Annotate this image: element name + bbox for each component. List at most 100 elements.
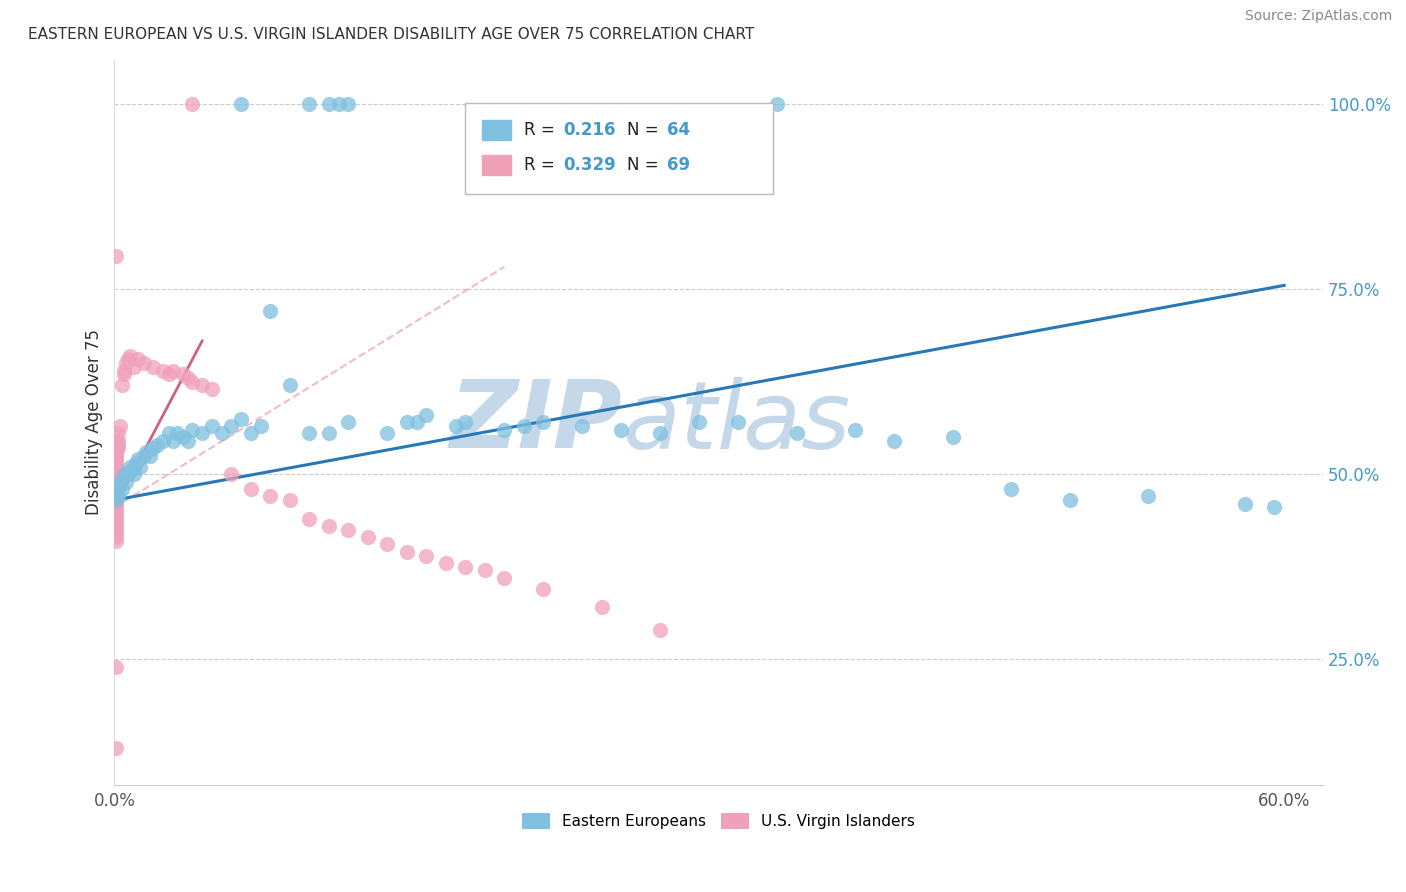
Point <box>415 549 437 563</box>
Point <box>249 419 271 434</box>
Point <box>105 467 128 482</box>
Point <box>111 378 134 392</box>
FancyBboxPatch shape <box>482 120 510 140</box>
Point <box>105 471 128 485</box>
Point <box>122 359 145 374</box>
Point <box>105 511 128 525</box>
Text: 64: 64 <box>666 121 690 139</box>
Point <box>157 368 180 382</box>
Point <box>454 559 477 574</box>
Point <box>531 582 554 596</box>
Text: ZIP: ZIP <box>449 376 621 468</box>
Point <box>105 449 128 463</box>
Point <box>142 442 165 456</box>
Text: Source: ZipAtlas.com: Source: ZipAtlas.com <box>1244 9 1392 23</box>
Point <box>318 426 340 441</box>
Point <box>444 419 467 434</box>
Point <box>152 434 174 448</box>
Legend: Eastern Europeans, U.S. Virgin Islanders: Eastern Europeans, U.S. Virgin Islanders <box>516 807 921 836</box>
Point <box>201 382 224 396</box>
Point <box>138 449 160 463</box>
Point <box>181 423 204 437</box>
Point <box>115 475 138 489</box>
Point <box>112 467 135 482</box>
Point <box>117 467 139 482</box>
Point <box>259 304 281 318</box>
Point <box>328 97 350 112</box>
Text: R =: R = <box>524 156 560 174</box>
Point <box>571 419 593 434</box>
Point <box>494 571 516 585</box>
Text: R =: R = <box>524 121 560 139</box>
Point <box>162 363 184 377</box>
Point <box>107 482 129 496</box>
Point <box>127 352 149 367</box>
Point <box>727 415 749 429</box>
Point <box>105 516 128 530</box>
Point <box>1263 500 1285 515</box>
Point <box>650 623 672 637</box>
Point <box>375 426 398 441</box>
Text: 0.329: 0.329 <box>562 156 616 174</box>
Y-axis label: Disability Age Over 75: Disability Age Over 75 <box>86 329 103 516</box>
Point <box>105 478 128 492</box>
Point <box>107 426 129 441</box>
Text: 69: 69 <box>666 156 690 174</box>
Point <box>105 500 128 515</box>
Point <box>318 519 340 533</box>
Point <box>135 445 157 459</box>
Point <box>105 442 128 456</box>
Point <box>337 415 360 429</box>
Point <box>157 426 180 441</box>
Point <box>318 97 340 112</box>
Point <box>105 526 128 541</box>
Text: EASTERN EUROPEAN VS U.S. VIRGIN ISLANDER DISABILITY AGE OVER 75 CORRELATION CHAR: EASTERN EUROPEAN VS U.S. VIRGIN ISLANDER… <box>28 27 755 42</box>
Point <box>298 97 321 112</box>
Point <box>125 456 148 470</box>
Point <box>1136 489 1159 503</box>
FancyBboxPatch shape <box>482 155 510 175</box>
Point <box>105 493 128 508</box>
Point <box>121 463 143 477</box>
Point <box>105 475 128 489</box>
Point <box>278 493 301 508</box>
Point <box>105 485 128 500</box>
Point <box>172 368 194 382</box>
Point <box>201 419 224 434</box>
Point <box>118 459 141 474</box>
Text: 0.216: 0.216 <box>562 121 616 139</box>
Text: N =: N = <box>627 156 664 174</box>
Point <box>474 563 496 577</box>
Point <box>221 467 243 482</box>
Point <box>105 437 128 451</box>
Point <box>1059 493 1081 508</box>
Point <box>181 97 204 112</box>
Point <box>162 434 184 448</box>
Point <box>166 426 188 441</box>
Point <box>337 523 360 537</box>
Point <box>105 523 128 537</box>
Point <box>337 97 360 112</box>
Point <box>111 482 134 496</box>
Point <box>112 368 135 382</box>
Point <box>454 415 477 429</box>
Point <box>221 419 243 434</box>
Point <box>278 378 301 392</box>
Point <box>415 408 437 422</box>
Point <box>122 467 145 482</box>
Point <box>105 459 128 474</box>
Point <box>107 489 129 503</box>
Point <box>298 511 321 525</box>
Point <box>105 434 128 448</box>
Point <box>591 600 613 615</box>
Point <box>172 430 194 444</box>
Point <box>107 437 129 451</box>
Point <box>107 442 129 456</box>
Point <box>105 456 128 470</box>
Point <box>395 415 418 429</box>
Point <box>513 419 536 434</box>
Point <box>105 519 128 533</box>
Point <box>610 423 633 437</box>
Point <box>105 530 128 544</box>
Point <box>105 452 128 467</box>
